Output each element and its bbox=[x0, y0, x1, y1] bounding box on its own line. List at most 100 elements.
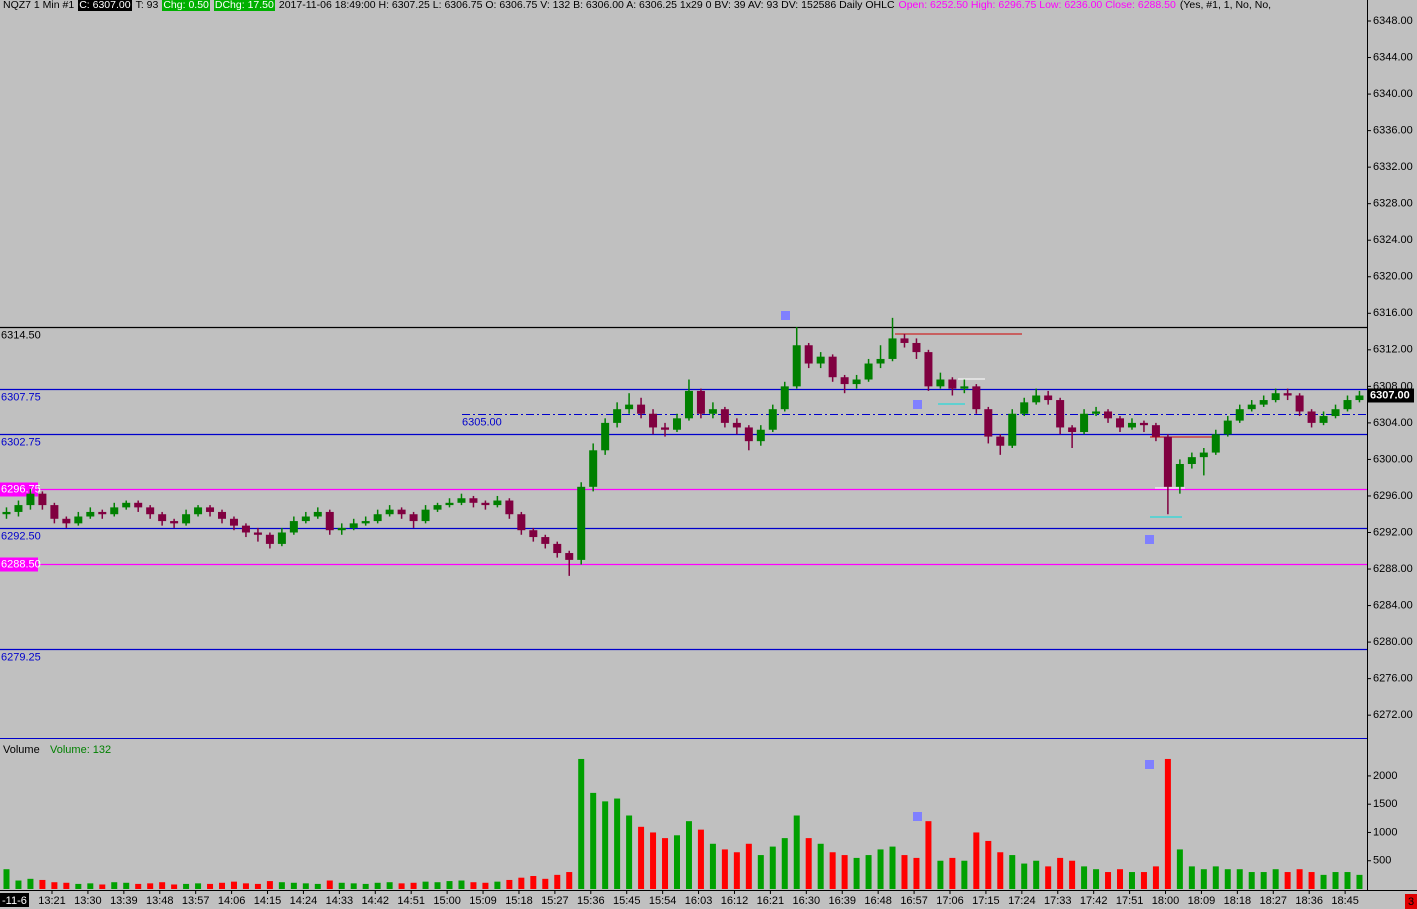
volume-bar bbox=[973, 832, 980, 889]
volume-bar bbox=[1320, 874, 1327, 889]
y-tick-label: 6348.00 bbox=[1373, 15, 1413, 27]
candle-body bbox=[1307, 411, 1316, 423]
volume-bar bbox=[733, 852, 740, 889]
volume-bar bbox=[1164, 758, 1171, 889]
volume-bar bbox=[602, 801, 609, 889]
y-tick-label: 6292.00 bbox=[1373, 526, 1413, 538]
volume-bar bbox=[1200, 869, 1207, 889]
y-tick-label: 6296.00 bbox=[1373, 490, 1413, 502]
candle-body bbox=[924, 352, 933, 387]
volume-bar bbox=[685, 821, 692, 889]
y-tick-label: 6276.00 bbox=[1373, 673, 1413, 685]
candle-body bbox=[613, 409, 622, 423]
signal-marker bbox=[913, 400, 922, 409]
volume-bar bbox=[721, 849, 728, 889]
y-tick-label: 6312.00 bbox=[1373, 344, 1413, 356]
volume-bar bbox=[242, 883, 249, 889]
volume-bar bbox=[458, 880, 465, 889]
x-tick-label: 16:39 bbox=[828, 895, 856, 907]
candle-body bbox=[1032, 395, 1041, 403]
volume-bar bbox=[841, 855, 848, 889]
candle-body bbox=[1044, 395, 1053, 401]
volume-bar bbox=[865, 855, 872, 889]
x-tick-label: 15:27 bbox=[541, 895, 569, 907]
volume-bar bbox=[386, 882, 393, 889]
candle-body bbox=[86, 511, 95, 517]
y-tick-label: 6300.00 bbox=[1373, 453, 1413, 465]
y-tick-label: 6284.00 bbox=[1373, 599, 1413, 611]
candle-body bbox=[589, 450, 598, 487]
volume-bar bbox=[27, 878, 34, 889]
candle-body bbox=[696, 390, 705, 414]
volume-bar bbox=[697, 829, 704, 889]
candle-body bbox=[218, 511, 227, 519]
candle-body bbox=[708, 409, 717, 414]
candle-body bbox=[720, 409, 729, 423]
volume-bar bbox=[1188, 866, 1195, 889]
candle-body bbox=[337, 527, 346, 531]
volume-bar bbox=[111, 882, 118, 889]
volume-bar bbox=[254, 883, 261, 889]
candle-body bbox=[493, 500, 502, 506]
candle-body bbox=[1127, 422, 1136, 428]
volume-bar bbox=[1356, 874, 1363, 889]
tick-count: T: 93 bbox=[135, 0, 159, 11]
volume-bar bbox=[3, 869, 10, 889]
volume-bar bbox=[961, 860, 968, 889]
candle-body bbox=[780, 386, 789, 410]
date-tag: -11-6 bbox=[2, 895, 27, 907]
volume-bar bbox=[135, 883, 142, 889]
candle-body bbox=[756, 429, 765, 442]
y-tick-label: 500 bbox=[1373, 855, 1391, 867]
volume-bar bbox=[542, 878, 549, 889]
y-tick-label: 6336.00 bbox=[1373, 125, 1413, 137]
candle-body bbox=[62, 518, 71, 524]
volume-bar bbox=[1117, 869, 1124, 889]
volume-bar bbox=[470, 882, 477, 889]
daily-ohlc: Open: 6252.50 High: 6296.75 Low: 6236.00… bbox=[898, 0, 1176, 11]
y-tick-label: 6332.00 bbox=[1373, 161, 1413, 173]
candle-body bbox=[936, 379, 945, 387]
candle-body bbox=[50, 505, 59, 519]
volume-bar bbox=[889, 846, 896, 889]
candle-body bbox=[1211, 434, 1220, 453]
x-tick-label: 17:33 bbox=[1044, 895, 1072, 907]
candle-body bbox=[541, 537, 550, 544]
candle-body bbox=[397, 509, 406, 515]
volume-bar bbox=[219, 882, 226, 889]
x-tick-label: 18:09 bbox=[1188, 895, 1216, 907]
candle-body bbox=[864, 363, 873, 380]
level-label: 6302.75 bbox=[1, 436, 41, 448]
candle-body bbox=[301, 516, 310, 522]
candle-body bbox=[445, 502, 454, 506]
candle-body bbox=[289, 521, 298, 533]
volume-bar bbox=[183, 883, 190, 889]
volume-bar bbox=[817, 843, 824, 889]
candle-body bbox=[960, 386, 969, 389]
date-tag-box bbox=[0, 893, 29, 907]
candle-body bbox=[744, 427, 753, 442]
volume-bar bbox=[925, 821, 932, 889]
volume-bar bbox=[997, 852, 1004, 889]
candle-body bbox=[325, 511, 334, 531]
volume-bar bbox=[949, 857, 956, 889]
volume-bar bbox=[398, 883, 405, 889]
candle-body bbox=[1139, 422, 1148, 426]
x-tick-label: 17:15 bbox=[972, 895, 1000, 907]
change: Chg: 0.50 bbox=[162, 0, 210, 11]
volume-bar bbox=[781, 838, 788, 889]
candle-body bbox=[1104, 411, 1113, 419]
volume-bar bbox=[1296, 869, 1303, 889]
volume-bar bbox=[1236, 869, 1243, 889]
candle-body bbox=[313, 511, 322, 517]
volume-bar bbox=[1260, 872, 1267, 889]
level-label: 6296.75 bbox=[1, 483, 41, 495]
volume-bar bbox=[87, 883, 94, 889]
candle-body bbox=[1319, 416, 1328, 423]
candle-body bbox=[385, 509, 394, 515]
volume-bar bbox=[350, 883, 357, 889]
candle-body bbox=[816, 356, 825, 364]
volume-bar bbox=[99, 884, 106, 889]
signal-marker bbox=[781, 311, 790, 320]
signal-marker bbox=[1145, 760, 1154, 769]
